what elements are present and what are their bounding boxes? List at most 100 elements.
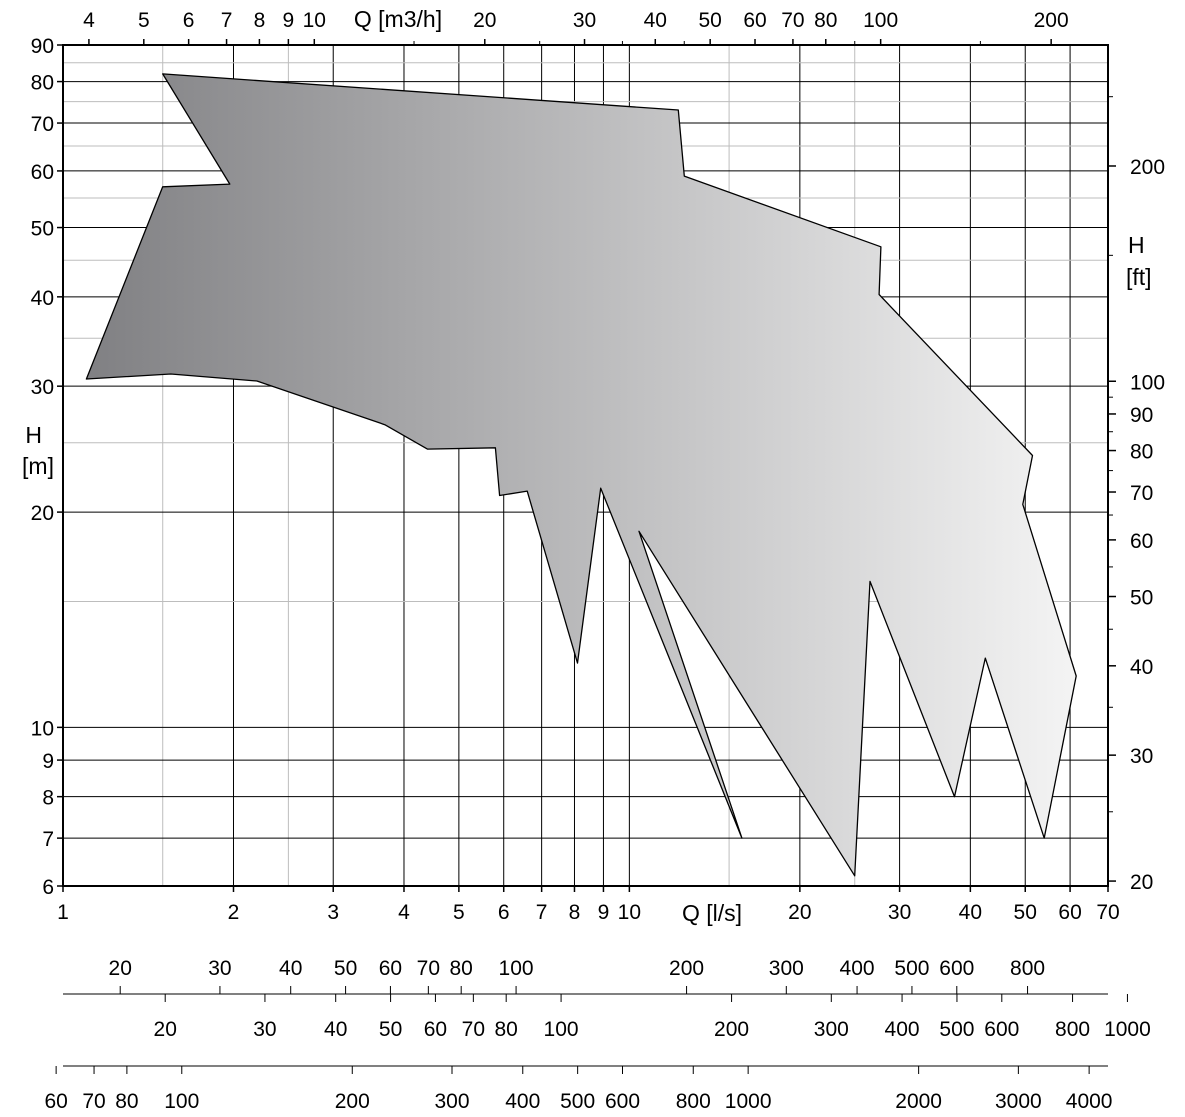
scale-tick-label: 80 (115, 1090, 138, 1113)
x-tick-label: 6 (498, 901, 510, 924)
x-tick-label: 2 (228, 901, 240, 924)
y-right-tick-label: 80 (1130, 441, 1153, 464)
x-tick-label: 20 (788, 901, 811, 924)
scale-tick-label: 200 (335, 1090, 370, 1113)
scale-tick-label: 50 (379, 1018, 402, 1041)
x-top-tick-label: 50 (698, 9, 721, 32)
x-top-tick-label: 9 (283, 9, 295, 32)
y-right-tick-label: 30 (1130, 745, 1153, 768)
y-right-tick-label: 200 (1130, 156, 1165, 179)
plot-frame (57, 39, 1116, 892)
x-top-tick-label: 10 (303, 9, 326, 32)
scale-tick-label: 80 (450, 957, 473, 980)
scale-tick-label: 40 (324, 1018, 347, 1041)
x-tick-label: 30 (888, 901, 911, 924)
x-top-tick-label: 7 (221, 9, 233, 32)
x-tick-label: 5 (453, 901, 465, 924)
x-axis-title: Q [l/s] (682, 900, 742, 926)
scale-tick-label: 100 (544, 1018, 579, 1041)
extra-scales: 20 30 40 50 60 70 80 100 200 300 400 500 600 800 20 30 4… (44, 957, 1150, 1113)
scale-tick-label: 1000 (725, 1090, 772, 1113)
y-tick-label: 20 (31, 502, 54, 525)
scale-tick-label: 50 (334, 957, 357, 980)
scale-tick-label: 800 (676, 1090, 711, 1113)
y-right-tick-label: 70 (1130, 482, 1153, 505)
x-top-tick-label: 20 (473, 9, 496, 32)
y-tick-label: 50 (31, 218, 54, 241)
y-tick-label: 10 (31, 717, 54, 740)
y-tick-label: 90 (31, 35, 54, 58)
scale-tick-label: 30 (208, 957, 231, 980)
x-tick-label: 4 (398, 901, 410, 924)
y-tick-label: 80 (31, 72, 54, 95)
scale-tick-label: 500 (560, 1090, 595, 1113)
y-right-tick-label: 50 (1130, 587, 1153, 610)
x-top-tick-label: 100 (863, 9, 898, 32)
x-top-tick-label: 4 (83, 9, 95, 32)
y-right-tick-label: 40 (1130, 656, 1153, 679)
y-right-tick-label: 20 (1130, 871, 1153, 894)
y-right-axis-unit: [ft] (1126, 264, 1152, 290)
x-tick-label: 7 (536, 901, 548, 924)
x-tick-label: 3 (327, 901, 339, 924)
scale-tick-label: 400 (840, 957, 875, 980)
y-tick-label: 8 (42, 787, 54, 810)
scale-tick-label: 30 (253, 1018, 276, 1041)
scale-tick-label: 300 (769, 957, 804, 980)
scale-tick-label: 80 (495, 1018, 518, 1041)
scale-tick-label: 40 (279, 957, 302, 980)
scale-tick-label: 200 (714, 1018, 749, 1041)
y-right-tick-label: 100 (1130, 371, 1165, 394)
x-tick-label: 1 (57, 901, 69, 924)
x-tick-label: 8 (569, 901, 581, 924)
scale-tick-label: 60 (424, 1018, 447, 1041)
y-tick-label: 6 (42, 876, 54, 899)
x-top-tick-label: 30 (573, 9, 596, 32)
y-right-axis-title: H (1128, 232, 1145, 258)
scale-tick-label: 70 (417, 957, 440, 980)
operating-range (85, 73, 1077, 877)
x-top-tick-label: 60 (743, 9, 766, 32)
x-top-tick-label: 5 (138, 9, 150, 32)
y-tick-label: 40 (31, 287, 54, 310)
x-tick-label: 60 (1058, 901, 1081, 924)
x-tick-label: 70 (1096, 901, 1119, 924)
scale-tick-label: 300 (434, 1090, 469, 1113)
x-top-tick-label: 80 (814, 9, 837, 32)
scale-tick-label: 60 (44, 1090, 67, 1113)
scale-tick-label: 500 (939, 1018, 974, 1041)
y-tick-label: 60 (31, 161, 54, 184)
scale-tick-label: 800 (1010, 957, 1045, 980)
scale-tick-label: 2000 (895, 1090, 942, 1113)
scale-tick-label: 800 (1055, 1018, 1090, 1041)
x-tick-label: 40 (959, 901, 982, 924)
scale-tick-label: 600 (605, 1090, 640, 1113)
scale-tick-label: 400 (505, 1090, 540, 1113)
scale-tick-label: 600 (939, 957, 974, 980)
scale-tick-label: 70 (462, 1018, 485, 1041)
scale-tick-label: 1000 (1104, 1018, 1151, 1041)
x-top-tick-label: 200 (1034, 9, 1069, 32)
x-tick-label: 9 (598, 901, 610, 924)
x-top-tick-label: 70 (781, 9, 804, 32)
y-tick-label: 9 (42, 750, 54, 773)
x-tick-label: 50 (1014, 901, 1037, 924)
y-tick-label: 7 (42, 828, 54, 851)
x-top-tick-label: 8 (254, 9, 266, 32)
scale-tick-label: 400 (885, 1018, 920, 1041)
scale-tick-label: 300 (814, 1018, 849, 1041)
scale-tick-label: 100 (499, 957, 534, 980)
x-top-tick-label: 40 (644, 9, 667, 32)
x-top-tick-label: 6 (183, 9, 195, 32)
axis-labels: 1 2 3 4 5 6 7 8 9 10 20 30 40 50 60 70Q [l/s]6789102030… (22, 6, 1165, 926)
scale-tick-label: 600 (984, 1018, 1019, 1041)
y-right-tick-label: 90 (1130, 404, 1153, 427)
y-right-tick-label: 60 (1130, 530, 1153, 553)
scale-tick-label: 70 (82, 1090, 105, 1113)
scale-tick-label: 4000 (1066, 1090, 1113, 1113)
scale-tick-label: 60 (379, 957, 402, 980)
scale-tick-label: 20 (154, 1018, 177, 1041)
scale-tick-label: 20 (109, 957, 132, 980)
x-tick-label: 10 (618, 901, 641, 924)
